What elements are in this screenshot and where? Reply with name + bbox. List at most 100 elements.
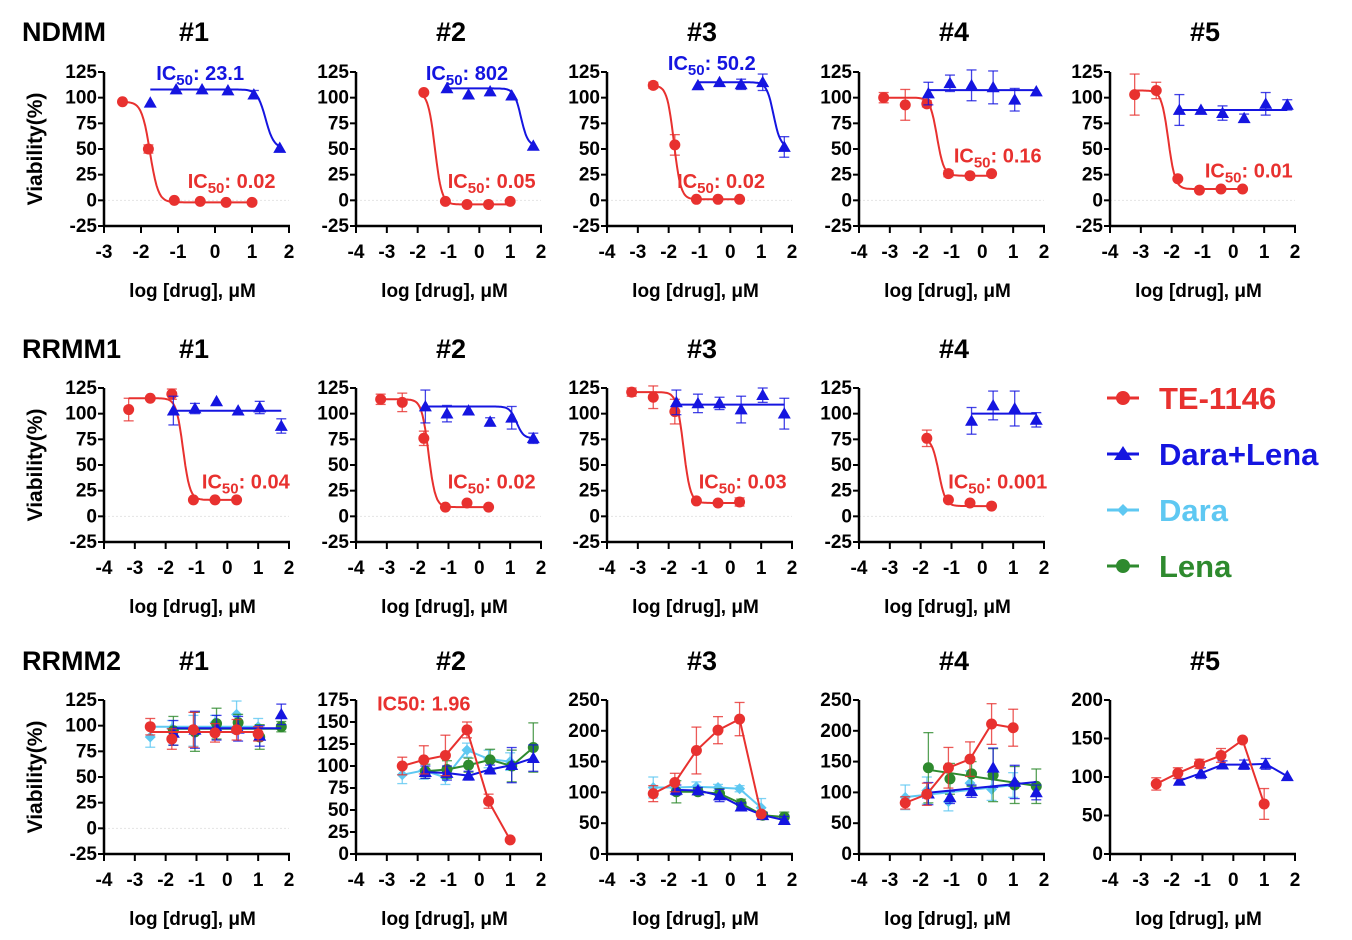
y-tick-label: 75	[328, 429, 350, 450]
x-tick-label: 1	[505, 870, 516, 891]
data-point	[1008, 402, 1022, 414]
x-tick-label: 0	[474, 870, 485, 891]
x-tick-label: -4	[96, 558, 113, 579]
data-point	[462, 404, 476, 416]
data-point	[273, 141, 287, 153]
x-tick-label: 2	[284, 558, 295, 579]
series-te-1146: IC50: 0.04	[123, 388, 291, 506]
data-point	[123, 404, 135, 416]
y-tick-label: 75	[76, 741, 98, 762]
x-tick-label: -1	[943, 558, 960, 579]
x-tick-label: 1	[1008, 558, 1019, 579]
data-point	[144, 721, 156, 733]
data-point	[166, 388, 178, 400]
data-point	[986, 761, 1000, 773]
data-point	[526, 431, 540, 444]
series-dara-lena: IC50: 50.2	[668, 53, 791, 158]
data-point	[275, 721, 287, 733]
data-point	[1129, 89, 1141, 101]
panel-title: #3	[687, 646, 717, 676]
x-axis-label: log [drug], μM	[884, 909, 1011, 930]
panel-title: #2	[436, 334, 466, 364]
x-tick-label: -2	[1163, 870, 1180, 891]
data-point	[461, 198, 473, 210]
y-axis-label: Viability(%)	[24, 721, 47, 834]
data-point	[253, 401, 267, 413]
y-tick-label: -25	[825, 216, 853, 237]
data-point	[484, 754, 496, 766]
y-tick-label: 25	[579, 165, 601, 186]
x-tick-label: 0	[725, 870, 736, 891]
ic50-label: IC50: 0.02	[188, 171, 276, 197]
x-axis-label: log [drug], μM	[632, 281, 759, 302]
data-point	[942, 168, 954, 180]
panel-ndmm-1: NDMM #1 -25 0 25 50 75 100 125 -3 -2 -1 0 1 2 log [drug…	[22, 17, 294, 302]
data-point	[965, 414, 979, 426]
y-tick-label: 25	[76, 793, 98, 814]
data-point	[143, 96, 157, 108]
y-tick-label: 0	[86, 818, 97, 839]
legend-label: Dara+Lena	[1159, 437, 1319, 472]
x-tick-label: -4	[599, 242, 616, 263]
y-tick-label: 200	[820, 721, 852, 742]
series-te-1146: IC50: 0.001	[921, 429, 1047, 512]
y-tick-label: 0	[841, 190, 852, 211]
series-te-1146: IC50: 0.16	[878, 88, 1042, 182]
y-tick-label: 125	[317, 378, 349, 399]
data-point	[418, 754, 430, 766]
data-point	[195, 82, 209, 95]
series-te-1146: IC50: 0.05	[418, 87, 536, 210]
series-dara-lena	[921, 747, 1043, 806]
panel-title: #1	[179, 17, 209, 47]
data-point	[117, 96, 128, 108]
x-tick-label: 0	[977, 870, 988, 891]
series-dara-lena	[921, 69, 1043, 112]
data-point	[440, 81, 454, 94]
y-tick-label: 25	[831, 481, 853, 502]
data-point	[647, 79, 659, 91]
x-axis-label: log [drug], μM	[632, 909, 759, 930]
x-tick-label: 1	[253, 558, 264, 579]
y-tick-label: 0	[1092, 190, 1103, 211]
y-tick-label: 100	[65, 716, 97, 737]
data-point	[463, 759, 475, 771]
x-tick-label: 0	[222, 870, 233, 891]
x-tick-label: -4	[851, 870, 868, 891]
y-tick-label: 100	[820, 88, 852, 109]
y-tick-label: 0	[589, 844, 600, 865]
y-axis-label: Viability(%)	[24, 409, 47, 522]
legend-label: Dara	[1159, 493, 1229, 528]
y-tick-label: 100	[317, 404, 349, 425]
row-label: NDMM	[22, 17, 106, 47]
y-tick-label: 100	[65, 88, 97, 109]
series-dara	[396, 742, 516, 786]
data-point	[899, 797, 911, 809]
row-label: RRMM2	[22, 646, 121, 676]
x-tick-label: 0	[725, 558, 736, 579]
data-point	[504, 195, 516, 207]
data-point	[461, 744, 473, 756]
legend-item-dara: Dara	[1107, 493, 1229, 528]
data-point	[246, 196, 258, 208]
y-tick-label: -25	[322, 216, 350, 237]
data-point	[966, 768, 978, 780]
x-tick-label: -2	[409, 242, 426, 263]
x-tick-label: 1	[253, 870, 264, 891]
data-point	[1215, 749, 1227, 761]
x-tick-label: -1	[691, 558, 708, 579]
data-point	[375, 393, 387, 405]
y-tick-label: 75	[831, 113, 853, 134]
data-point	[221, 83, 235, 96]
series-dara-lena	[166, 394, 288, 434]
x-tick-label: 0	[1228, 870, 1239, 891]
panel-title: #3	[687, 17, 717, 47]
y-tick-label: -25	[825, 532, 853, 553]
ic50-label: IC50: 50.2	[668, 53, 756, 79]
y-tick-label: 0	[86, 190, 97, 211]
data-point	[396, 760, 408, 772]
